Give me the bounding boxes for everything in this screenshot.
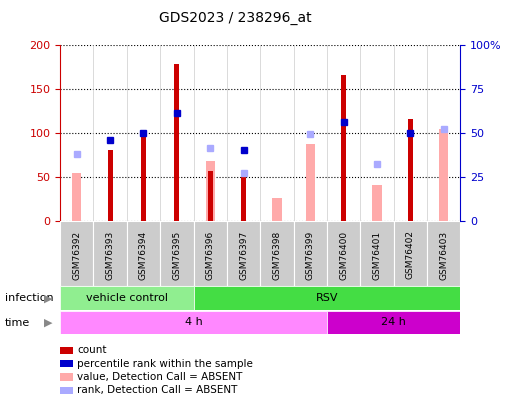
Bar [327, 311, 460, 334]
Bar [272, 198, 281, 221]
Bar [341, 75, 346, 221]
Text: rank, Detection Call = ABSENT: rank, Detection Call = ABSENT [77, 386, 238, 395]
Bar [260, 221, 293, 286]
Text: GSM76401: GSM76401 [372, 230, 381, 279]
Text: 4 h: 4 h [185, 318, 202, 327]
Bar [360, 221, 393, 286]
Bar [227, 221, 260, 286]
Text: vehicle control: vehicle control [86, 293, 168, 303]
Bar [174, 64, 179, 221]
Text: time: time [5, 318, 30, 328]
Bar [427, 221, 460, 286]
Text: ▶: ▶ [44, 294, 53, 303]
Bar [141, 132, 146, 221]
Bar [108, 150, 113, 221]
Bar [293, 221, 327, 286]
Bar [127, 221, 160, 286]
Text: count: count [77, 345, 107, 355]
Bar [60, 286, 194, 310]
Bar [206, 161, 215, 221]
Text: GSM76402: GSM76402 [406, 230, 415, 279]
Text: GSM76399: GSM76399 [306, 230, 315, 280]
Bar [72, 173, 82, 221]
Text: infection: infection [5, 294, 54, 303]
Bar [327, 221, 360, 286]
Text: GSM76396: GSM76396 [206, 230, 214, 280]
Text: GSM76403: GSM76403 [439, 230, 448, 279]
Text: GSM76394: GSM76394 [139, 230, 148, 279]
Bar [407, 119, 413, 221]
Bar [439, 129, 448, 221]
Bar [94, 221, 127, 286]
Bar [241, 171, 246, 221]
Text: value, Detection Call = ABSENT: value, Detection Call = ABSENT [77, 372, 243, 382]
Text: GSM76392: GSM76392 [72, 230, 81, 279]
Text: GSM76400: GSM76400 [339, 230, 348, 279]
Bar [305, 144, 315, 221]
Bar [194, 221, 227, 286]
Text: percentile rank within the sample: percentile rank within the sample [77, 359, 253, 369]
Bar [160, 221, 194, 286]
Bar [208, 171, 213, 221]
Text: 24 h: 24 h [381, 318, 406, 327]
Bar [194, 286, 460, 310]
Text: GSM76395: GSM76395 [173, 230, 181, 280]
Text: GSM76398: GSM76398 [272, 230, 281, 280]
Text: GDS2023 / 238296_at: GDS2023 / 238296_at [159, 11, 312, 26]
Bar [60, 221, 94, 286]
Bar [394, 221, 427, 286]
Text: RSV: RSV [315, 293, 338, 303]
Text: GSM76393: GSM76393 [106, 230, 115, 280]
Text: ▶: ▶ [44, 318, 53, 328]
Text: GSM76397: GSM76397 [239, 230, 248, 280]
Bar [60, 311, 327, 334]
Bar [372, 185, 382, 221]
